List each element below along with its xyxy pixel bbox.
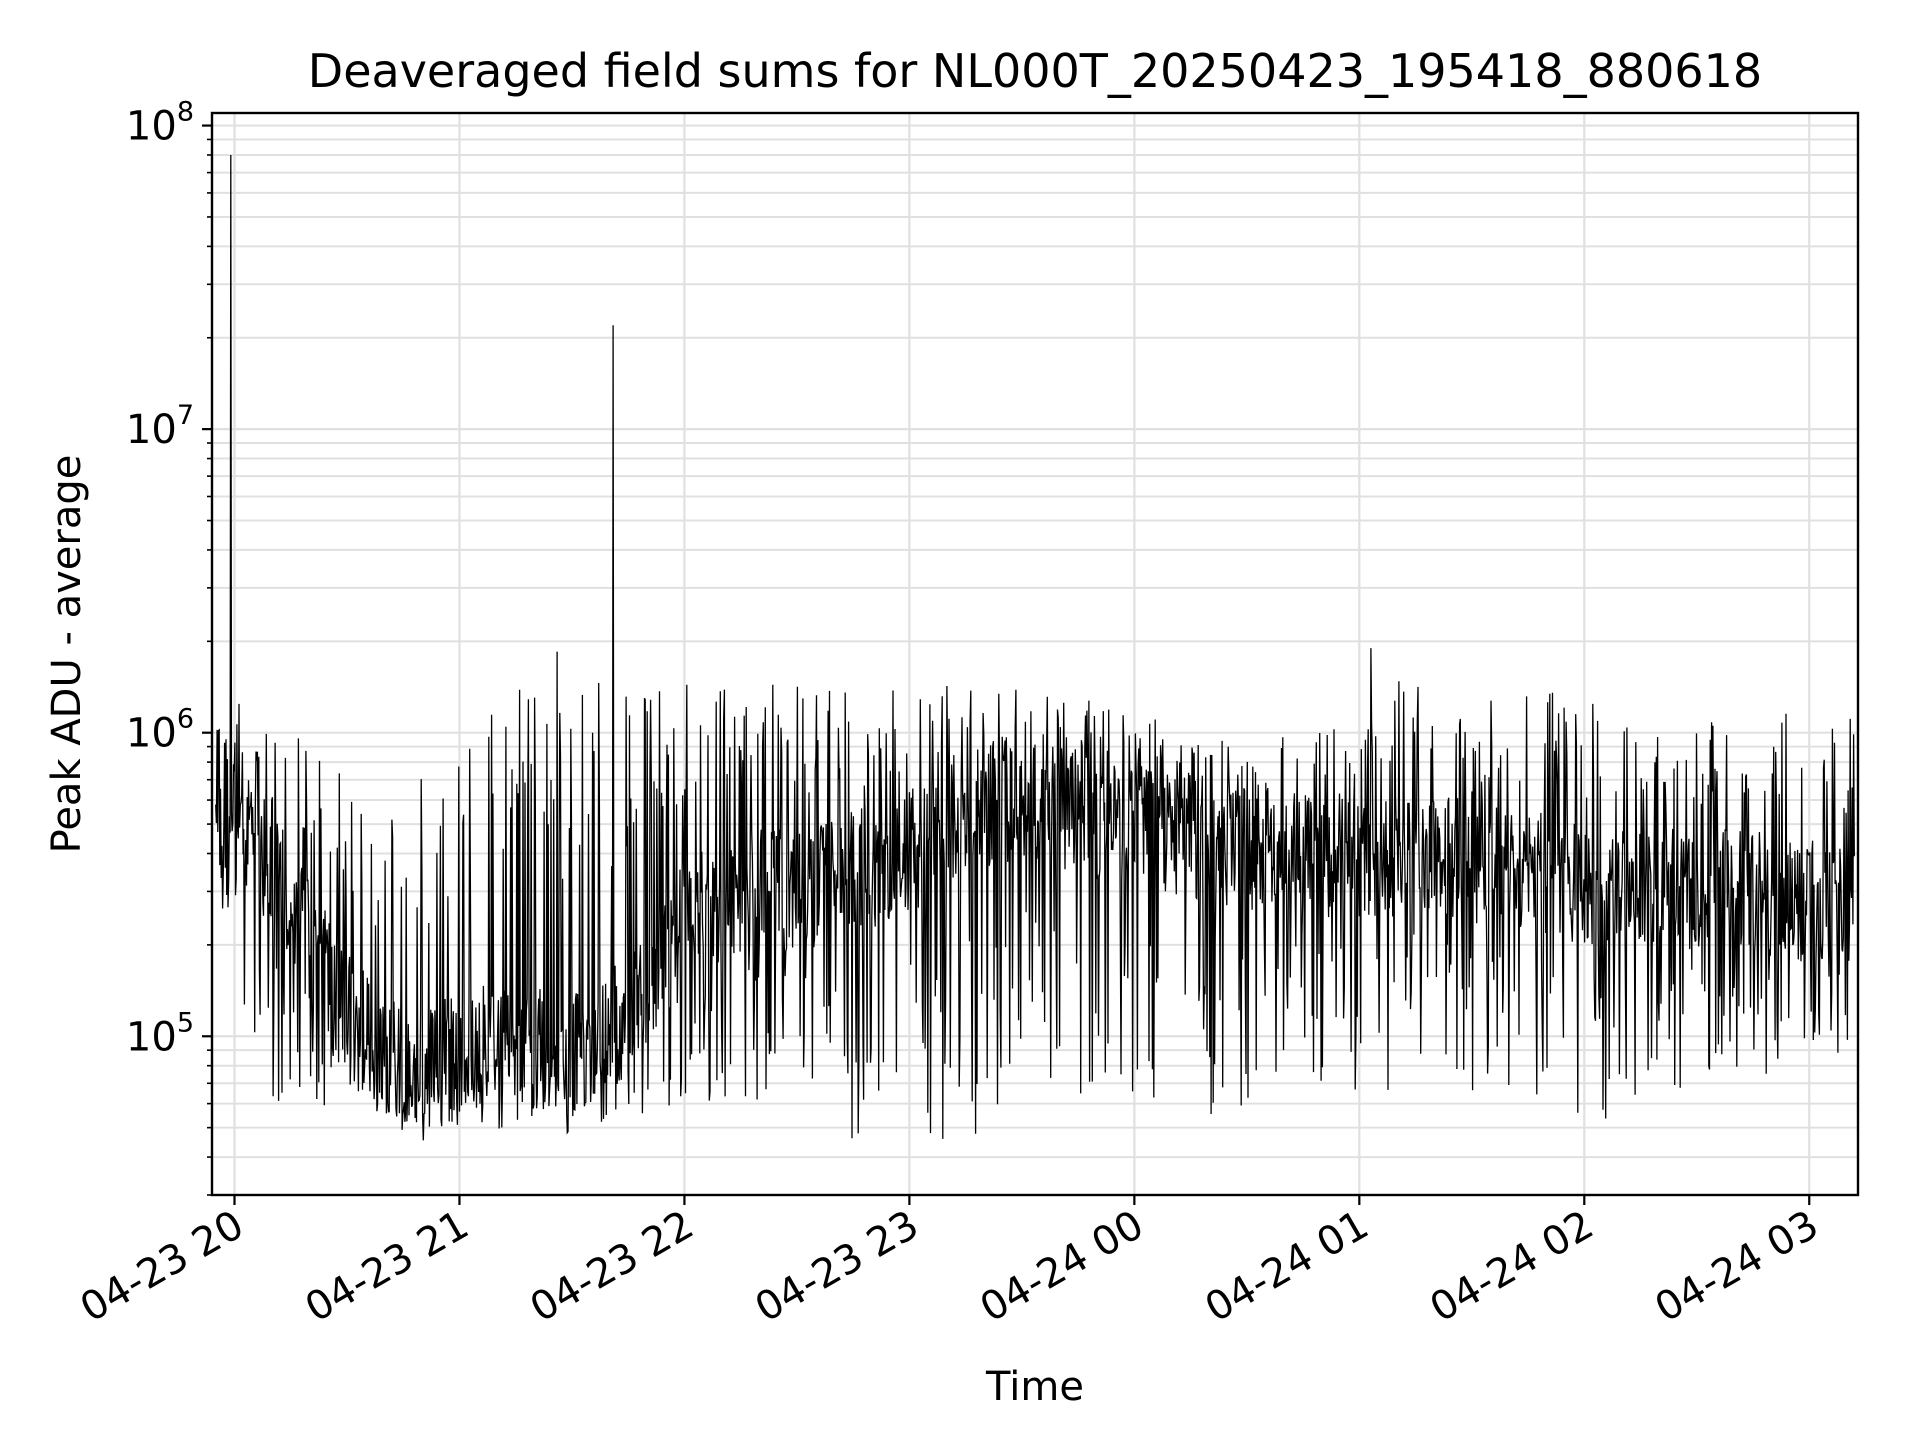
y-tick-label-exponent: 5	[177, 1007, 194, 1038]
x-tick-label: 04-24 03	[1648, 1202, 1827, 1332]
y-tick-label-exponent: 8	[177, 97, 194, 128]
chart-title: Deaveraged field sums for NL000T_2025042…	[308, 44, 1762, 98]
y-tick-label-base: 10	[126, 407, 177, 453]
y-tick-label: 106	[126, 704, 194, 757]
x-tick-label: 04-24 01	[1198, 1202, 1377, 1332]
y-tick-label-base: 10	[126, 711, 177, 757]
x-tick-label: 04-24 02	[1423, 1202, 1602, 1332]
y-tick-label-exponent: 7	[177, 400, 194, 431]
y-axis-label: Peak ADU - average	[44, 455, 90, 854]
x-tick-label: 04-23 23	[748, 1202, 927, 1332]
y-tick-label-exponent: 6	[177, 704, 194, 735]
series-line	[215, 154, 1855, 1141]
y-tick-label-base: 10	[126, 104, 177, 150]
y-tick-label-base: 10	[126, 1014, 177, 1060]
plot-frame	[210, 111, 1860, 1197]
x-tick-label: 04-23 21	[298, 1202, 477, 1332]
y-tick-label: 108	[126, 97, 194, 150]
y-tick-label: 105	[126, 1007, 194, 1060]
x-axis-label: Time	[985, 1364, 1084, 1410]
y-tick-label: 107	[126, 400, 194, 453]
x-tick-label: 04-24 00	[973, 1202, 1152, 1332]
x-tick-label: 04-23 20	[73, 1202, 252, 1332]
x-axis: 04-23 20 04-23 21 04-23 22 04-23 23 04-24 00…	[73, 1195, 1827, 1332]
x-tick-label: 04-23 22	[523, 1202, 702, 1332]
